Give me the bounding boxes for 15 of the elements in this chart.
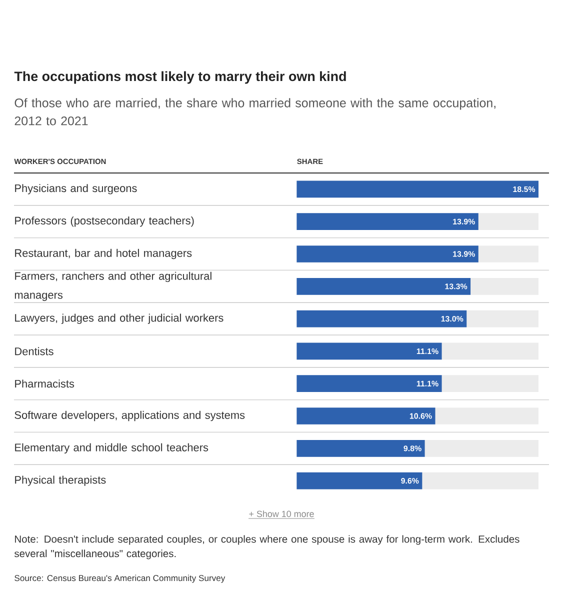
source-note: Source: Census Bureau's American Community Survey <box>14 574 226 583</box>
chart-subtitle: Of those who are married, the share who married someone with the same occupation, 2012 to 2021 <box>14 98 496 126</box>
text: + Show 10 more <box>249 510 314 518</box>
y-tick-label: Software developers, applications and systems <box>14 410 245 422</box>
y-tick-label: Restaurant, bar and hotel managers <box>15 248 192 260</box>
text: The occupations most likely to marry their own kind <box>14 71 346 84</box>
y-tick-label: Physicians and surgeons <box>15 184 137 194</box>
y-tick-label: Lawyers, judges and other judicial workers <box>15 314 224 324</box>
text: Note: Doesn't include separated couples, or couples where one spouse is away for long-term work. Excludes several "miscellaneous" categories. <box>14 535 520 560</box>
y-tick-label: Dentists <box>15 347 54 356</box>
y-tick-label: Farmers, ranchers and other agricultural managers <box>14 272 212 301</box>
y-tick-label: Professors (postsecondary teachers) <box>15 216 194 227</box>
y-tick-label: Physical therapists <box>15 476 106 486</box>
y-tick-label: Pharmacists <box>15 380 74 388</box>
y-tick-label: Elementary and middle school teachers <box>15 443 208 454</box>
